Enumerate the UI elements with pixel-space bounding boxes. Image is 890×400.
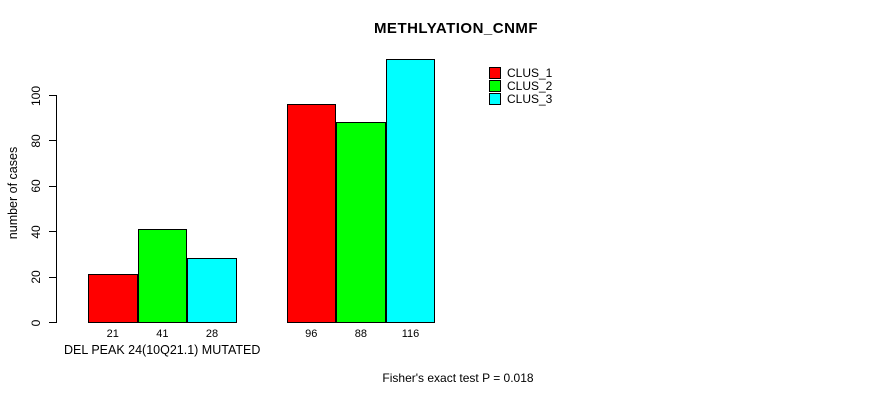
legend-label-CLUS_1: CLUS_1 <box>507 65 553 80</box>
y-axis-tick-label: 80 <box>29 134 43 148</box>
legend-swatch-CLUS_2 <box>489 80 501 93</box>
chart-title: METHLYATION_CNMF <box>373 20 539 37</box>
legend-label-CLUS_3: CLUS_3 <box>507 92 553 107</box>
y-axis-tick-label: 0 <box>29 319 43 326</box>
bar-value-CLUS_1-group1: 21 <box>106 328 119 340</box>
y-axis-tick-label: 20 <box>29 270 43 284</box>
legend-swatch-CLUS_3 <box>489 93 501 106</box>
y-axis-tick <box>49 276 56 278</box>
bar-CLUS_3-group1 <box>187 258 237 323</box>
bar-value-CLUS_1-group2: 96 <box>305 328 318 340</box>
bar-value-CLUS_3-group1: 28 <box>205 328 219 340</box>
bar-CLUS_3-group2 <box>385 58 436 323</box>
bar-value-CLUS_2-group1: 41 <box>156 328 169 340</box>
y-axis-tick <box>49 140 56 142</box>
legend-row-CLUS_2: CLUS_2 <box>489 79 553 94</box>
y-axis-title: number of cases <box>6 146 20 240</box>
legend-label-CLUS_2: CLUS_2 <box>507 79 553 94</box>
bar-CLUS_2-group1 <box>137 228 188 323</box>
annotation-text: Fisher's exact test P = 0.018 <box>382 371 534 385</box>
x-axis-group-label: DEL PEAK 24(10Q21.1) MUTATED <box>64 343 261 357</box>
y-axis-tick-label: 60 <box>29 179 43 193</box>
bar-CLUS_1-group1 <box>88 274 138 323</box>
legend-row-CLUS_1: CLUS_1 <box>489 65 553 80</box>
y-axis-tick <box>49 322 56 323</box>
y-axis-line <box>56 95 57 323</box>
legend-row-CLUS_3: CLUS_3 <box>489 92 553 107</box>
y-axis-tick <box>49 95 56 96</box>
y-axis-tick <box>49 231 56 233</box>
legend-swatch-CLUS_1 <box>489 66 501 79</box>
y-axis-tick <box>49 185 56 187</box>
bar-value-CLUS_2-group2: 88 <box>354 328 368 340</box>
y-axis-tick-label: 100 <box>29 85 43 106</box>
bar-CLUS_1-group2 <box>286 104 337 323</box>
bar-CLUS_2-group2 <box>336 122 386 323</box>
y-axis-tick-label: 40 <box>29 225 43 239</box>
legend: CLUS_1 CLUS_2 CLUS_3 <box>489 66 552 106</box>
bar-value-CLUS_3-group2: 116 <box>401 328 420 340</box>
